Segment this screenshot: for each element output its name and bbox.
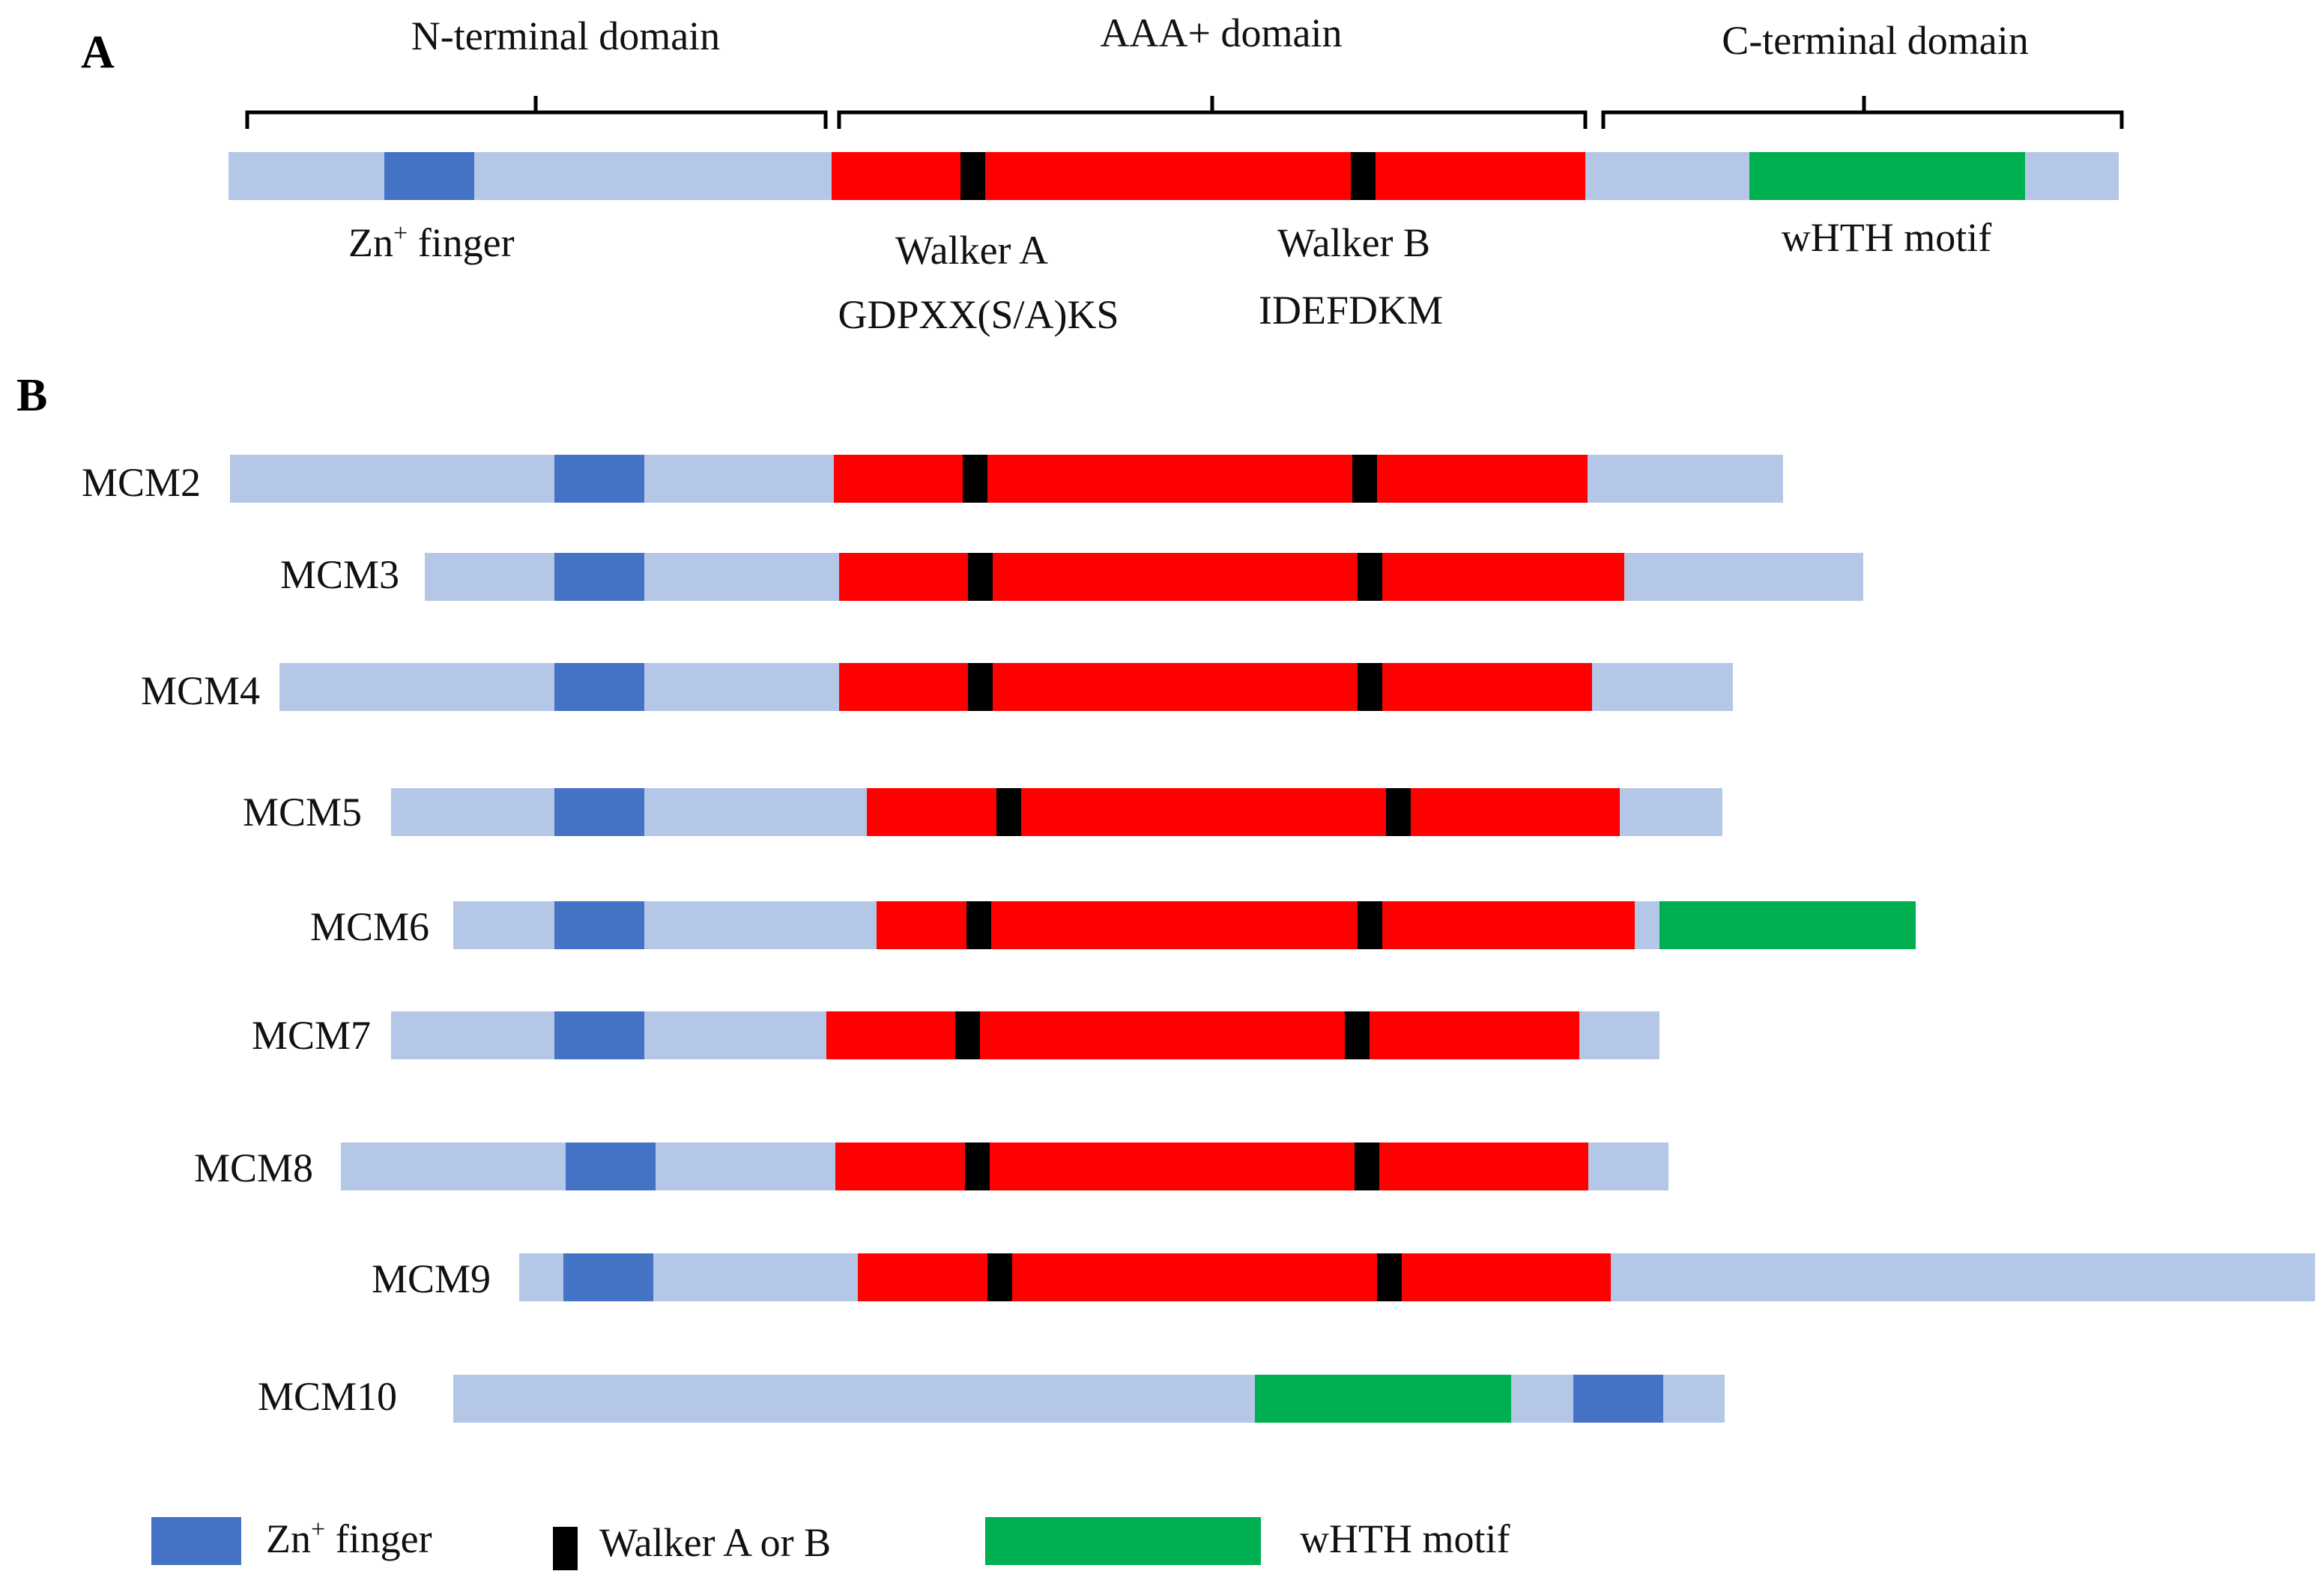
- walker-b-block: [1351, 152, 1376, 200]
- aaa-block: [877, 901, 1635, 949]
- zinc-finger-block: [1573, 1375, 1663, 1423]
- legend-whth-swatch: [985, 1517, 1261, 1565]
- legend-walker-swatch: [553, 1527, 578, 1570]
- panel-a-label: A: [81, 27, 115, 78]
- protein-name: MCM4: [141, 668, 260, 713]
- walker-a-block: [966, 901, 991, 949]
- c-terminal-domain-label: C-terminal domain: [1722, 18, 2028, 63]
- protein-name: MCM7: [252, 1013, 371, 1058]
- whth-block: [1255, 1375, 1511, 1423]
- protein-name: MCM9: [372, 1256, 491, 1301]
- walker-a-sequence: GDPXX(S/A)KS: [838, 292, 1119, 337]
- protein-row-mcm9: MCM9: [372, 1253, 2315, 1301]
- aaa-block: [858, 1253, 1611, 1301]
- protein-row-mcm3: MCM3: [280, 552, 1863, 601]
- zinc-finger-block: [554, 901, 644, 949]
- walker-b-block: [1345, 1011, 1370, 1059]
- walker-a-block: [968, 553, 993, 601]
- protein-name: MCM10: [258, 1374, 397, 1419]
- protein-row-mcm8: MCM8: [194, 1142, 1668, 1190]
- protein-row-mcm10: MCM10: [258, 1374, 1725, 1423]
- aaa-block: [826, 1011, 1579, 1059]
- protein-name: MCM6: [310, 904, 429, 949]
- aaa-block: [839, 663, 1592, 711]
- whth-block: [1659, 901, 1916, 949]
- walker-b-block: [1358, 663, 1382, 711]
- zinc-finger-block: [554, 788, 644, 836]
- legend-zn-finger-swatch: [151, 1517, 241, 1565]
- aaa-block: [835, 1142, 1588, 1190]
- protein-backbone: [453, 1375, 1725, 1423]
- aaa-block: [839, 553, 1624, 601]
- zinc-finger-block: [563, 1253, 653, 1301]
- legend-whth-label: wHTH motif: [1300, 1516, 1510, 1561]
- aaa-brace: [837, 96, 1588, 129]
- protein-name: MCM3: [280, 552, 399, 597]
- walker-a-block: [968, 663, 993, 711]
- zinc-finger-block: [554, 1011, 644, 1059]
- walker-b-sequence: IDEFDKM: [1259, 288, 1443, 333]
- c-terminal-brace: [1601, 96, 2124, 129]
- walker-a-block: [960, 152, 985, 200]
- zinc-finger-block: [554, 553, 644, 601]
- panel-b-label: B: [16, 370, 47, 421]
- zinc-finger-block: [384, 152, 474, 200]
- protein-row-mcm2: MCM2: [82, 455, 1783, 505]
- zn-finger-label: Zn+ finger: [348, 220, 515, 265]
- protein-name: MCM5: [243, 790, 362, 835]
- walker-a-label: Walker A: [895, 228, 1048, 273]
- zinc-finger-block: [554, 455, 644, 503]
- walker-a-block: [963, 455, 987, 503]
- zinc-finger-block: [566, 1142, 656, 1190]
- n-terminal-brace: [245, 96, 828, 129]
- walker-b-block: [1377, 1253, 1402, 1301]
- aaa-block: [832, 152, 1585, 200]
- protein-row-mcm7: MCM7: [252, 1011, 1659, 1059]
- walker-b-block: [1358, 901, 1382, 949]
- walker-a-block: [987, 1253, 1012, 1301]
- walker-a-block: [965, 1142, 990, 1190]
- legend-walker-label: Walker A or B: [599, 1520, 831, 1565]
- whth-motif-label: wHTH motif: [1782, 215, 1991, 260]
- legend-zn-finger-label: Zn+ finger: [266, 1516, 432, 1561]
- n-terminal-domain-label: N-terminal domain: [411, 13, 720, 58]
- aaa-block: [867, 788, 1620, 836]
- protein-name: MCM2: [82, 460, 201, 505]
- protein-row-mcm6: MCM6: [310, 901, 1916, 949]
- walker-b-block: [1358, 553, 1382, 601]
- legend: Zn+ finger Walker A or B wHTH motif: [151, 1516, 1510, 1570]
- walker-b-block: [1355, 1142, 1379, 1190]
- aaa-block: [834, 455, 1588, 503]
- walker-b-label: Walker B: [1277, 220, 1430, 265]
- walker-a-block: [996, 788, 1021, 836]
- zinc-finger-block: [554, 663, 644, 711]
- whth-block: [1749, 152, 2025, 200]
- walker-a-block: [955, 1011, 980, 1059]
- walker-b-block: [1352, 455, 1377, 503]
- panel-a-bar: [229, 152, 2119, 200]
- aaa-domain-label: AAA+ domain: [1101, 10, 1343, 55]
- protein-row-mcm5: MCM5: [243, 788, 1722, 836]
- protein-row-mcm4: MCM4: [141, 663, 1733, 713]
- walker-b-block: [1386, 788, 1411, 836]
- protein-name: MCM8: [194, 1145, 313, 1190]
